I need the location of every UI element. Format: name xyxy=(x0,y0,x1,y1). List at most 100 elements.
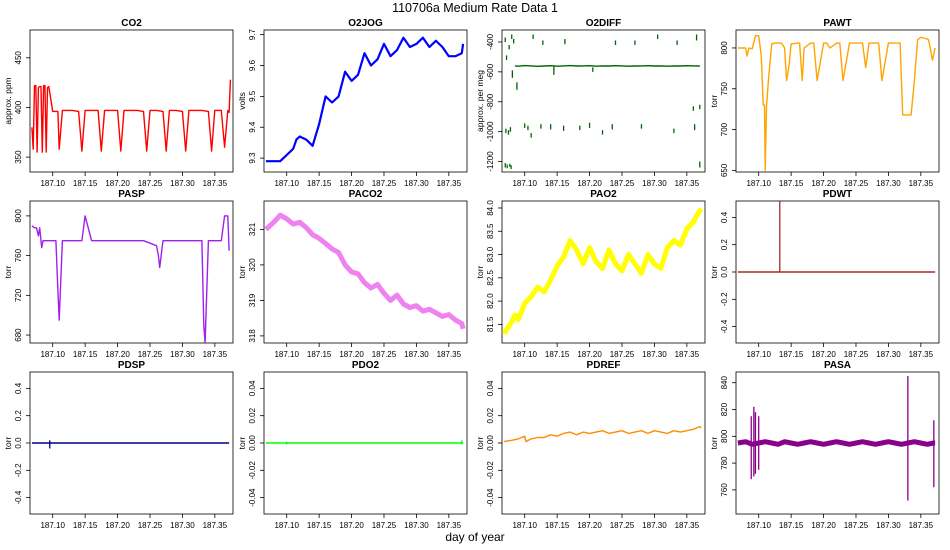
x-tick-label-co2: 187.10 xyxy=(40,179,65,188)
y-tick-label-paco2: 321 xyxy=(248,222,257,236)
x-tick-label-pasa: 187.10 xyxy=(746,521,771,530)
x-tick-label-pasa: 187.20 xyxy=(811,521,836,530)
y-tick-label-pawt: 800 xyxy=(720,41,729,55)
y-tick-label-o2diff: -600 xyxy=(486,63,495,80)
y-tick-label-pdref: 0.00 xyxy=(486,435,495,451)
y-axis-label-o2diff: approx. per meg xyxy=(475,70,485,132)
x-tick-label-pasp: 187.30 xyxy=(170,350,195,359)
y-axis-label-pdref: torr xyxy=(475,436,485,449)
panel-title-o2jog: O2JOG xyxy=(348,18,383,29)
series-line-pasa xyxy=(737,439,937,447)
x-tick-label-pdwt: 187.25 xyxy=(844,350,869,359)
y-tick-label-pdref: 0.04 xyxy=(486,380,495,396)
x-tick-label-o2diff: 187.10 xyxy=(512,179,537,188)
x-tick-label-o2diff: 187.15 xyxy=(545,179,570,188)
x-tick-label-pasp: 187.25 xyxy=(138,350,163,359)
x-tick-label-pasp: 187.10 xyxy=(40,350,65,359)
series-group-co2 xyxy=(31,79,232,153)
y-axis-label-pawt: torr xyxy=(709,94,719,107)
y-tick-label-pasp: 800 xyxy=(14,209,23,223)
y-tick-label-pasa: 760 xyxy=(720,483,729,497)
y-tick-label-co2: 350 xyxy=(14,150,23,164)
y-tick-label-co2: 450 xyxy=(14,51,23,65)
y-tick-label-pdref: 0.02 xyxy=(486,407,495,423)
x-tick-label-pdo2: 187.35 xyxy=(437,521,462,530)
x-tick-label-pdref: 187.20 xyxy=(577,521,602,530)
series-group-paco2 xyxy=(264,212,466,330)
x-tick-label-pao2: 187.15 xyxy=(545,350,570,359)
x-tick-label-paco2: 187.15 xyxy=(307,350,332,359)
x-tick-label-pao2: 187.25 xyxy=(610,350,635,359)
panel-title-pdwt: PDWT xyxy=(823,189,852,200)
x-tick-label-pdo2: 187.15 xyxy=(307,521,332,530)
series-line-pao2 xyxy=(502,207,704,336)
panel-title-pdsp: PDSP xyxy=(118,360,146,371)
y-tick-label-o2jog: 9.5 xyxy=(248,90,257,102)
panel-frame-pawt xyxy=(735,29,940,173)
panel-title-pdo2: PDO2 xyxy=(352,360,380,371)
y-tick-label-pasa: 820 xyxy=(720,402,729,416)
x-tick-label-pdsp: 187.25 xyxy=(138,521,163,530)
panel-frame-o2diff xyxy=(501,29,706,173)
y-tick-label-pdwt: 0.4 xyxy=(720,211,729,223)
panel-frame-paco2 xyxy=(263,200,468,344)
x-tick-label-paco2: 187.35 xyxy=(437,350,462,359)
x-tick-label-co2: 187.35 xyxy=(203,179,228,188)
y-tick-label-pdsp: 0.4 xyxy=(14,382,23,394)
x-tick-label-pdwt: 187.15 xyxy=(779,350,804,359)
series-line-co2 xyxy=(31,79,232,153)
y-tick-label-pdwt: -0.4 xyxy=(720,319,729,333)
y-tick-label-paco2: 320 xyxy=(248,258,257,272)
panel-pawt: PAWT 187.10 187.15 187.20 187.25 187.30 187.35… xyxy=(709,18,940,188)
x-tick-label-o2diff: 187.20 xyxy=(577,179,602,188)
y-axis-label-pdo2: torr xyxy=(237,436,247,449)
y-tick-label-co2: 400 xyxy=(14,100,23,114)
y-tick-label-pdref: -0.04 xyxy=(486,488,495,507)
y-tick-label-pao2: 83.5 xyxy=(486,223,495,239)
series-group-o2diff xyxy=(504,34,701,170)
y-tick-label-o2jog: 9.6 xyxy=(248,59,257,71)
x-tick-label-pasp: 187.35 xyxy=(203,350,228,359)
y-axis-label-pasa: torr xyxy=(709,436,719,449)
y-tick-label-pawt: 700 xyxy=(720,122,729,136)
panel-pasp: PASP 187.10 187.15 187.20 187.25 187.30 187.35… xyxy=(3,189,234,359)
y-tick-label-pawt: 650 xyxy=(720,163,729,177)
panel-frame-pdref xyxy=(501,371,706,515)
y-tick-label-pao2: 83.0 xyxy=(486,246,495,262)
x-tick-label-pdref: 187.35 xyxy=(675,521,700,530)
panel-frame-pasp xyxy=(29,200,234,344)
panel-title-pasp: PASP xyxy=(118,189,145,200)
x-tick-label-pdref: 187.15 xyxy=(545,521,570,530)
x-tick-label-pdsp: 187.15 xyxy=(73,521,98,530)
series-group-pasp xyxy=(31,215,230,343)
y-tick-label-o2diff: -800 xyxy=(486,93,495,110)
y-tick-label-pdo2: -0.02 xyxy=(248,461,257,480)
x-tick-label-pdwt: 187.30 xyxy=(876,350,901,359)
y-tick-label-pdwt: -0.2 xyxy=(720,292,729,306)
x-tick-label-pawt: 187.10 xyxy=(746,179,771,188)
x-tick-label-co2: 187.15 xyxy=(73,179,98,188)
y-axis-label-pdsp: torr xyxy=(3,436,13,449)
y-tick-label-pdo2: -0.04 xyxy=(248,488,257,507)
x-tick-label-pawt: 187.35 xyxy=(909,179,934,188)
series-group-pdref xyxy=(503,425,702,443)
y-axis-label-paco2: torr xyxy=(237,265,247,278)
x-tick-label-o2jog: 187.20 xyxy=(339,179,364,188)
series-group-pasa xyxy=(737,376,937,501)
x-tick-label-pdo2: 187.30 xyxy=(404,521,429,530)
panel-title-o2diff: O2DIFF xyxy=(586,18,622,29)
y-tick-label-o2diff: -1000 xyxy=(486,121,495,142)
panel-pdref: PDREF 187.10 187.15 187.20 187.25 187.30 187.3… xyxy=(475,360,706,530)
series-line-paco2 xyxy=(264,212,466,330)
y-tick-label-pdsp: -0.4 xyxy=(14,490,23,504)
x-tick-label-pao2: 187.20 xyxy=(577,350,602,359)
series-line-o2jog xyxy=(265,36,465,163)
x-tick-label-pdo2: 187.20 xyxy=(339,521,364,530)
y-axis-label-co2: approx. ppm xyxy=(3,77,13,124)
series-line-pdref xyxy=(503,425,702,443)
panel-frame-o2jog xyxy=(263,29,468,173)
y-tick-label-pao2: 82.0 xyxy=(486,293,495,309)
panel-pasa: PASA 187.10 187.15 187.20 187.25 187.30 187.35… xyxy=(709,360,940,530)
panel-paco2: PACO2 187.10 187.15 187.20 187.25 187.30 187.3… xyxy=(237,189,468,359)
y-tick-label-pasa: 800 xyxy=(720,429,729,443)
